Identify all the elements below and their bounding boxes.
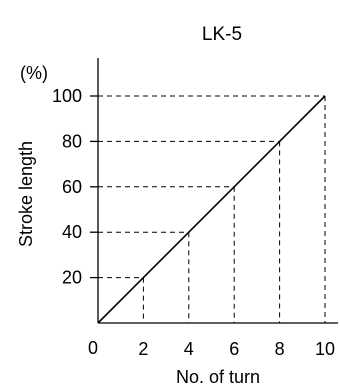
dashed-guides [98,95,326,323]
x-tick-label-6: 6 [229,339,239,359]
y-axis-label: Stroke length [16,141,36,247]
x-tick-label-10: 10 [315,339,335,359]
series-layer [97,95,326,324]
y-tick-label-20: 20 [62,268,82,288]
x-origin-label: 0 [88,338,98,358]
x-tick-label-4: 4 [184,339,194,359]
x-tick-label-2: 2 [138,339,148,359]
chart-title: LK-5 [202,24,242,45]
x-tick-labels: 2 4 6 8 10 [138,339,335,359]
y-tick-label-60: 60 [62,177,82,197]
axes [90,58,338,324]
y-tick-label-100: 100 [52,86,82,106]
y-tick-label-80: 80 [62,131,82,151]
x-axis-label: No. of turn [176,367,260,387]
y-tick-labels: 20 40 60 80 100 [52,86,82,288]
x-tick-label-8: 8 [275,339,285,359]
y-tick-label-40: 40 [62,222,82,242]
series-line [97,95,326,324]
y-axis-unit: (%) [20,63,48,83]
